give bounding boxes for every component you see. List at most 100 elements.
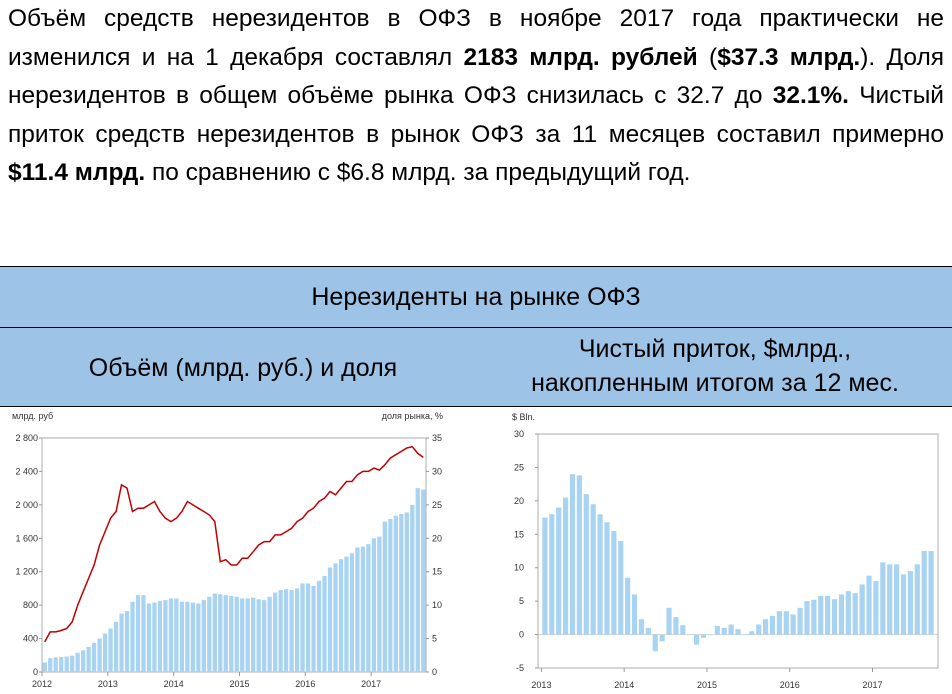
paragraph-text: ). Доля нерезидентов в общем объёме рынк… [8, 43, 945, 110]
plot-frame [537, 433, 939, 669]
volume-bar [135, 595, 141, 672]
inflow-bar [742, 634, 748, 636]
volume-bar [377, 536, 382, 672]
volume-bar [421, 489, 426, 672]
summary-paragraph: Объём средств нерезидентов в ОФЗ в ноябр… [8, 0, 944, 193]
volume-bar [360, 546, 366, 672]
right-subtitle: Чистый приток, $млрд., накопленным итого… [486, 332, 952, 400]
volume-bar [382, 521, 387, 672]
inflow-bar [569, 474, 576, 635]
inflow-bar [769, 615, 776, 635]
volume-bar [278, 590, 283, 672]
right-subtitle-line2: накопленным итогом за 12 мес. [531, 369, 899, 397]
inflow-bar [707, 634, 713, 636]
volume-bar [305, 583, 311, 672]
inflow-bar [631, 594, 638, 635]
x-tick-label: 2014 [164, 679, 184, 689]
header-title: Нерезиденты на рынке ОФЗ [311, 282, 641, 311]
inflow-bar [680, 625, 686, 635]
volume-bar [267, 596, 272, 672]
volume-bar [283, 589, 289, 672]
inflow-bar [894, 564, 900, 635]
volume-bar [311, 585, 316, 672]
left-y-tick-label: 0 [33, 667, 38, 677]
volume-bar [146, 603, 152, 672]
volume-bar [355, 547, 360, 672]
inflow-bar [645, 627, 651, 635]
left-y-tick-label: 800 [23, 600, 38, 610]
inflow-bar [687, 634, 693, 636]
volume-bar [48, 658, 53, 672]
volume-bar [322, 575, 327, 672]
paragraph-bold-usd: $37.3 млрд. [717, 43, 861, 71]
y-tick-label: 0 [519, 630, 524, 640]
volume-bar [218, 594, 223, 672]
volume-bar [388, 519, 393, 672]
paragraph-text: Чистый приток средств нерезидентов в рын… [8, 82, 944, 148]
inflow-bar [714, 625, 720, 635]
volume-bar [207, 596, 212, 672]
inflow-bar [549, 514, 555, 635]
volume-bar [119, 613, 124, 672]
inflow-bar [907, 571, 913, 635]
inflow-bar [818, 595, 824, 635]
paragraph-text: по сравнению с $6.8 млрд. за предыдущий … [145, 159, 691, 186]
inflow-bar [597, 514, 603, 635]
inflow-bar [583, 494, 589, 635]
volume-bar [393, 515, 398, 672]
volume-bar [366, 544, 371, 672]
volume-bar [273, 592, 278, 672]
volume-bar [415, 488, 420, 672]
volume-bar [108, 628, 113, 672]
paragraph-text: Объём средств нерезидентов в ОФЗ в ноябр… [8, 5, 944, 71]
x-tick-label: 2016 [295, 679, 315, 689]
inflow-bar [625, 577, 631, 635]
paragraph-text: ( [697, 43, 718, 71]
right-y-tick-label: 25 [432, 500, 442, 510]
left-y-tick-label: 1 200 [15, 567, 38, 577]
x-tick-label: 2016 [780, 680, 800, 690]
volume-bar [327, 567, 333, 672]
inflow-bar [838, 594, 845, 635]
table-subheader: Объём (млрд. руб.) и доля Чистый приток,… [0, 327, 952, 407]
x-tick-label: 2015 [697, 680, 717, 690]
inflow-bar [666, 607, 672, 635]
volume-bar [179, 601, 185, 672]
volume-bar [59, 656, 64, 672]
left-y-tick-label: 2 000 [15, 500, 38, 510]
volume-bar [201, 600, 206, 672]
volume-bar [70, 655, 75, 672]
volume-bar [86, 646, 91, 672]
volume-bar [152, 602, 157, 672]
inflow-bar [735, 629, 741, 635]
right-y-tick-label: 0 [432, 667, 437, 677]
inflow-bar [756, 624, 762, 635]
share-line [44, 445, 424, 643]
volume-bar [196, 603, 201, 672]
inflow-bar [604, 522, 610, 635]
inflow-bar [873, 581, 879, 635]
inflow-bar [611, 530, 617, 635]
right-y-axis-label: доля рынка, % [382, 411, 443, 421]
volume-bar [349, 553, 355, 672]
volume-bar [190, 602, 195, 672]
inflow-bar [749, 631, 755, 635]
x-tick-label: 2017 [862, 680, 882, 690]
volume-bar [185, 601, 190, 672]
volume-bar [97, 638, 102, 672]
volume-bar [289, 590, 294, 672]
inflow-bar [776, 611, 782, 635]
volume-bar [212, 593, 217, 672]
volume-bar [300, 583, 305, 672]
inflow-bar [845, 591, 851, 635]
y-tick-label: 5 [519, 596, 524, 606]
volume-bar [234, 596, 239, 672]
right-y-tick-label: 5 [432, 634, 437, 644]
right-y-tick-label: 30 [432, 466, 442, 476]
left-subtitle: Объём (млрд. руб.) и доля [88, 353, 398, 382]
right-y-tick-label: 10 [432, 600, 442, 610]
x-tick-label: 2014 [614, 680, 634, 690]
inflow-bar [928, 551, 934, 635]
x-tick-label: 2012 [32, 679, 52, 689]
right-y-tick-label: 20 [432, 533, 442, 543]
